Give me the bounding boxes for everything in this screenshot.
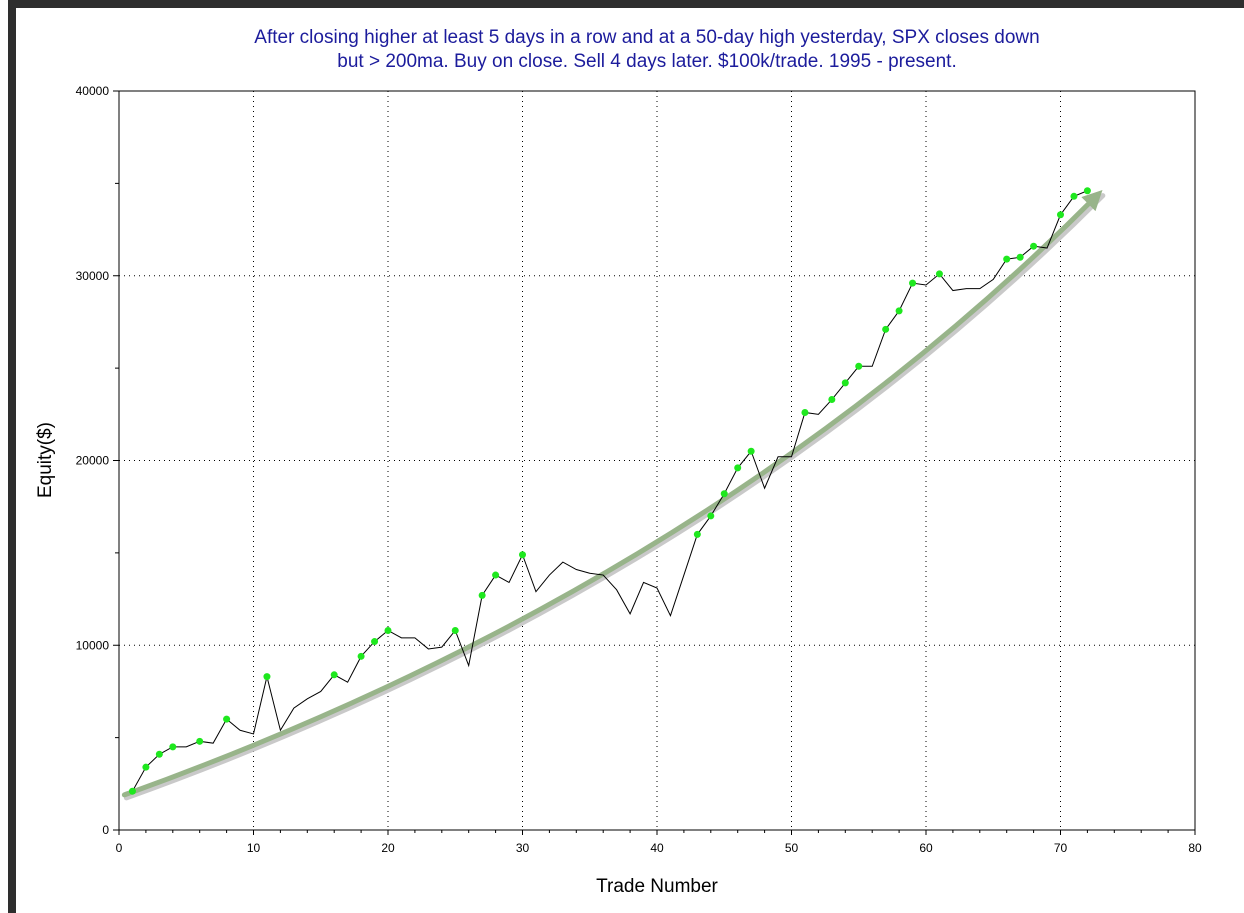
y-tick-label: 0 <box>102 823 109 837</box>
equity-marker <box>747 447 755 455</box>
axis-ticks: 0 10 20 30 40 50 60 70 80 0 10000 20000 30000 40000 <box>76 84 1202 855</box>
equity-marker <box>1030 242 1038 250</box>
y-axis-title: Equity($) <box>35 422 56 498</box>
y-tick-label: 40000 <box>76 84 110 98</box>
equity-marker <box>882 325 890 333</box>
equity-marker <box>1016 253 1024 261</box>
x-axis-title: Trade Number <box>596 876 718 897</box>
trend-shadow <box>123 193 1106 801</box>
x-tick-label: 80 <box>1188 841 1202 855</box>
equity-marker <box>909 279 917 287</box>
equity-marker <box>478 591 486 599</box>
equity-marker <box>196 737 204 745</box>
equity-marker <box>492 571 500 579</box>
y-tick-label: 20000 <box>76 454 110 468</box>
chart-title-line-2: but > 200ma. Buy on close. Sell 4 days l… <box>337 51 956 72</box>
equity-marker <box>263 673 271 681</box>
equity-marker <box>223 715 231 723</box>
equity-marker <box>841 379 849 387</box>
equity-series <box>132 190 1088 792</box>
new-high-markers <box>128 187 1091 795</box>
equity-marker <box>155 750 163 758</box>
x-tick-label: 10 <box>247 841 261 855</box>
equity-marker <box>1057 211 1064 219</box>
equity-marker <box>451 626 459 634</box>
equity-marker <box>935 270 943 278</box>
x-tick-label: 20 <box>381 841 395 855</box>
trend-line <box>121 189 1103 798</box>
equity-marker <box>720 490 728 498</box>
x-tick-label: 0 <box>116 841 123 855</box>
equity-marker <box>693 530 701 538</box>
x-tick-label: 30 <box>516 841 530 855</box>
equity-marker <box>169 743 177 751</box>
equity-marker <box>1070 192 1078 200</box>
equity-marker <box>128 787 136 795</box>
equity-marker <box>801 408 809 416</box>
equity-marker <box>895 307 903 315</box>
equity-marker <box>734 464 742 472</box>
window-border-top <box>8 0 1244 8</box>
window-border-left <box>8 0 16 913</box>
equity-marker <box>707 512 715 520</box>
equity-marker <box>1003 255 1011 263</box>
equity-marker <box>371 638 379 646</box>
y-tick-label: 30000 <box>76 269 110 283</box>
chart-title-line-1: After closing higher at least 5 days in … <box>254 27 1039 48</box>
trend-arrow <box>121 189 1106 801</box>
equity-line <box>132 190 1088 792</box>
y-tick-label: 10000 <box>76 638 110 652</box>
equity-marker <box>384 626 392 634</box>
equity-marker <box>142 763 150 771</box>
x-tick-label: 40 <box>650 841 664 855</box>
x-tick-label: 50 <box>785 841 799 855</box>
equity-marker <box>330 671 338 679</box>
equity-marker <box>1083 187 1091 195</box>
equity-marker <box>855 362 863 370</box>
equity-marker <box>357 652 365 660</box>
grid-lines <box>119 91 1195 830</box>
equity-marker <box>519 551 526 559</box>
x-tick-label: 70 <box>1054 841 1068 855</box>
x-tick-label: 60 <box>919 841 933 855</box>
equity-marker <box>828 396 836 404</box>
